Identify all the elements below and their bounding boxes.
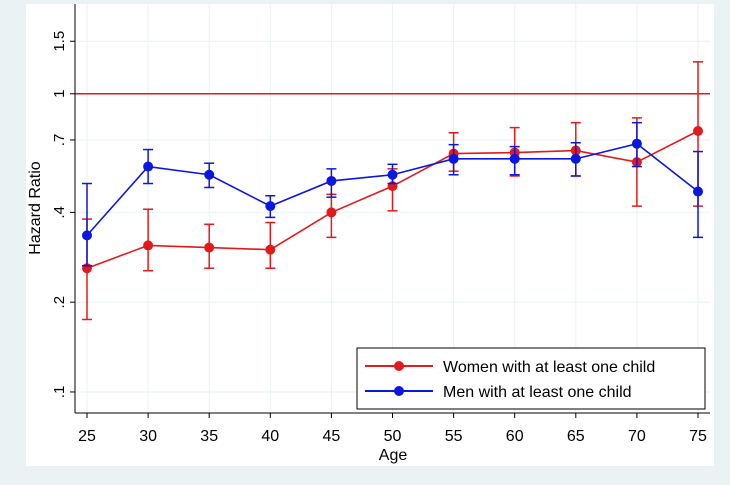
y-axis-ticks: .1 .2 .4 .7 1 1.5	[51, 31, 75, 398]
series-1	[82, 121, 703, 267]
y-tick-label: .7	[51, 134, 68, 147]
y-tick-label: 1	[51, 90, 68, 98]
legend: Women with at least one child Men with a…	[356, 347, 706, 410]
legend-label-women: Women with at least one child	[443, 359, 655, 376]
y-tick-label: .1	[51, 386, 68, 399]
x-tick-label: 30	[139, 428, 157, 445]
x-tick-label: 70	[628, 428, 646, 445]
legend-marker-women	[394, 361, 404, 371]
legend-box	[356, 347, 706, 410]
x-axis-label: Age	[379, 447, 408, 464]
y-tick-label: 1.5	[51, 31, 68, 52]
data-point	[143, 161, 154, 172]
data-point	[265, 201, 276, 212]
x-tick-label: 40	[261, 428, 279, 445]
x-tick-label: 25	[78, 428, 96, 445]
x-tick-label: 45	[323, 428, 341, 445]
data-point	[693, 186, 703, 197]
legend-label-men: Men with at least one child	[443, 384, 632, 401]
x-axis-ticks: 25 30 35 40 45 50 55 60 65 70 75	[78, 413, 707, 445]
data-point	[693, 126, 703, 137]
x-tick-label: 35	[200, 428, 218, 445]
data-point	[631, 138, 642, 149]
y-tick-label: .4	[51, 206, 68, 219]
x-tick-label: 55	[445, 428, 463, 445]
legend-marker-men	[394, 386, 404, 396]
x-tick-label: 75	[689, 428, 707, 445]
data-point	[570, 153, 581, 164]
data-point	[204, 242, 215, 253]
data-point	[326, 207, 337, 218]
x-tick-label: 60	[506, 428, 524, 445]
data-point	[265, 244, 276, 255]
data-point	[509, 153, 520, 164]
x-tick-label: 65	[567, 428, 585, 445]
series-layer	[82, 61, 703, 321]
y-tick-label: .2	[51, 296, 68, 309]
data-point	[448, 153, 459, 164]
x-tick-label: 50	[384, 428, 402, 445]
y-axis-label: Hazard Ratio	[27, 161, 44, 254]
data-point	[82, 230, 92, 241]
data-point	[204, 169, 215, 180]
data-point	[326, 175, 337, 186]
data-point	[143, 240, 154, 251]
data-point	[387, 169, 398, 180]
